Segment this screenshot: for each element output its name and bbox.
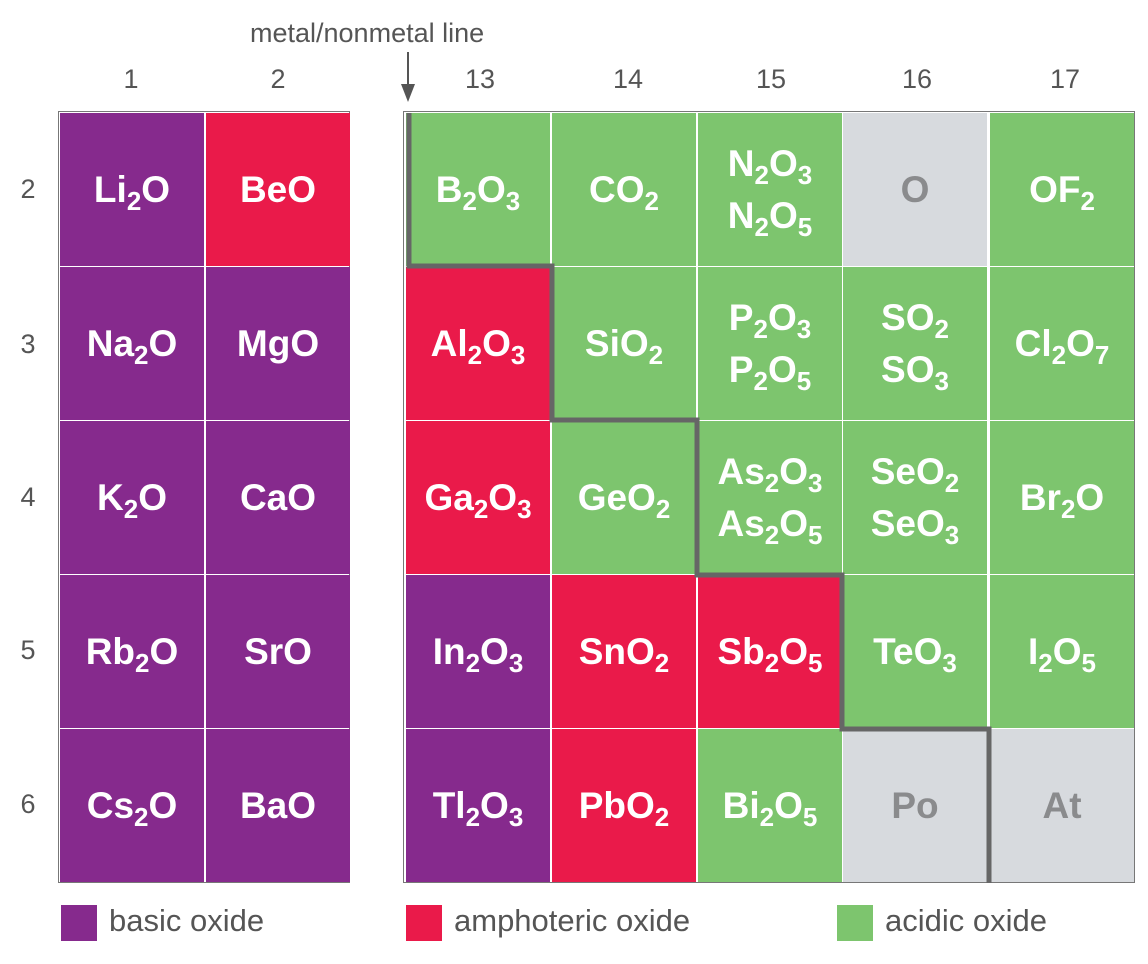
oxide-formula: Al2O3 [430, 322, 526, 370]
oxide-cell: Li2O [60, 113, 204, 266]
oxide-cell: Bi2O5 [698, 729, 842, 882]
oxide-formula: Sb2O5 [717, 630, 823, 678]
oxide-formula: SnO2 [578, 630, 670, 678]
oxide-formula: CO2 [589, 168, 659, 216]
oxide-cell: OF2 [990, 113, 1134, 266]
oxide-cell: O [843, 113, 987, 266]
oxide-formula: Li2O [93, 168, 171, 216]
oxide-formula-secondary: P2O5 [728, 348, 812, 396]
oxide-formula: Na2O [86, 322, 178, 370]
oxide-formula: P2O3 [728, 296, 812, 344]
group-header: 17 [1049, 64, 1081, 94]
oxide-formula: Br2O [1019, 476, 1105, 524]
oxide-cell: Sb2O5 [698, 575, 842, 728]
oxide-formula: N2O3 [727, 142, 813, 190]
oxide-formula: MgO [236, 322, 320, 364]
oxide-cell: SO2 SO3 [843, 267, 987, 420]
oxide-cell: GeO2 [552, 421, 696, 574]
period-header: 5 [20, 635, 36, 665]
oxide-formula-secondary: SO3 [881, 348, 949, 396]
oxide-formula: SeO2 [870, 450, 960, 498]
legend-label-basic: basic oxide [109, 903, 265, 938]
oxide-formula-secondary: SeO3 [870, 502, 960, 550]
legend-label-amphoteric: amphoteric oxide [454, 903, 691, 938]
period-header: 3 [20, 329, 36, 359]
oxide-formula: Ga2O3 [424, 476, 532, 524]
oxide-cell: As2O3 As2O5 [698, 421, 842, 574]
period-header: 4 [20, 482, 36, 512]
oxide-cell: I2O5 [990, 575, 1134, 728]
oxide-formula: At [1042, 784, 1082, 826]
oxide-cell: CO2 [552, 113, 696, 266]
oxide-formula: GeO2 [577, 476, 671, 524]
oxide-cell: Rb2O [60, 575, 204, 728]
down-arrow-icon [401, 52, 415, 102]
oxide-cell: Po [843, 729, 987, 882]
oxide-formula: Bi2O5 [722, 784, 818, 832]
oxide-formula: Cl2O7 [1014, 322, 1110, 370]
metal-nonmetal-line-label: metal/nonmetal line [250, 18, 485, 48]
oxide-formula: BeO [239, 168, 317, 210]
oxide-formula: B2O3 [435, 168, 521, 216]
group-header: 16 [901, 64, 933, 94]
group-header: 13 [464, 64, 496, 94]
oxide-formula: K2O [97, 476, 167, 524]
oxide-cell: SnO2 [552, 575, 696, 728]
oxide-formula: OF2 [1029, 168, 1095, 216]
oxide-cell: In2O3 [406, 575, 550, 728]
oxide-formula: BaO [239, 784, 317, 826]
oxide-cell: BeO [206, 113, 350, 266]
oxide-formula: In2O3 [432, 630, 524, 678]
oxide-formula: TeO3 [873, 630, 957, 678]
oxide-formula: SrO [244, 630, 312, 672]
oxide-formula-secondary: N2O5 [727, 194, 813, 242]
oxide-formula: Rb2O [85, 630, 179, 678]
oxide-cell: P2O3 P2O5 [698, 267, 842, 420]
oxide-cell: Al2O3 [406, 267, 550, 420]
group-header: 1 [123, 64, 139, 94]
oxide-cell: SiO2 [552, 267, 696, 420]
oxide-formula: PbO2 [578, 784, 670, 832]
oxide-formula: SO2 [881, 296, 949, 344]
period-header: 6 [20, 789, 36, 819]
oxide-formula: As2O3 [717, 450, 823, 498]
legend-swatch-amphoteric [406, 905, 442, 941]
oxide-cell: N2O3 N2O5 [698, 113, 842, 266]
oxide-cell: Cs2O [60, 729, 204, 882]
oxide-cell: B2O3 [406, 113, 550, 266]
oxide-cell: BaO [206, 729, 350, 882]
oxide-cell: TeO3 [843, 575, 987, 728]
oxide-formula: Cs2O [86, 784, 178, 832]
oxide-formula: O [900, 168, 930, 210]
legend-swatch-acidic [837, 905, 873, 941]
group-header: 2 [270, 64, 286, 94]
oxide-cell: Na2O [60, 267, 204, 420]
oxide-cell: CaO [206, 421, 350, 574]
oxide-cell: PbO2 [552, 729, 696, 882]
oxide-formula: Po [891, 784, 939, 826]
oxide-cell: K2O [60, 421, 204, 574]
oxide-formula: Tl2O3 [432, 784, 524, 832]
oxide-formula: CaO [239, 476, 317, 518]
oxide-formula-secondary: As2O5 [717, 502, 823, 550]
period-header: 2 [20, 174, 36, 204]
oxide-cell: At [990, 729, 1134, 882]
oxide-cell: SrO [206, 575, 350, 728]
oxide-cell: Ga2O3 [406, 421, 550, 574]
group-header: 14 [612, 64, 644, 94]
oxide-cell: Br2O [990, 421, 1134, 574]
group-header: 15 [755, 64, 787, 94]
oxide-formula: I2O5 [1028, 630, 1096, 678]
oxide-cell: Tl2O3 [406, 729, 550, 882]
legend-label-acidic: acidic oxide [885, 903, 1047, 938]
oxide-formula: SiO2 [584, 322, 664, 370]
oxide-cell: Cl2O7 [990, 267, 1134, 420]
legend-swatch-basic [61, 905, 97, 941]
oxide-cell: MgO [206, 267, 350, 420]
oxide-cell: SeO2 SeO3 [843, 421, 987, 574]
